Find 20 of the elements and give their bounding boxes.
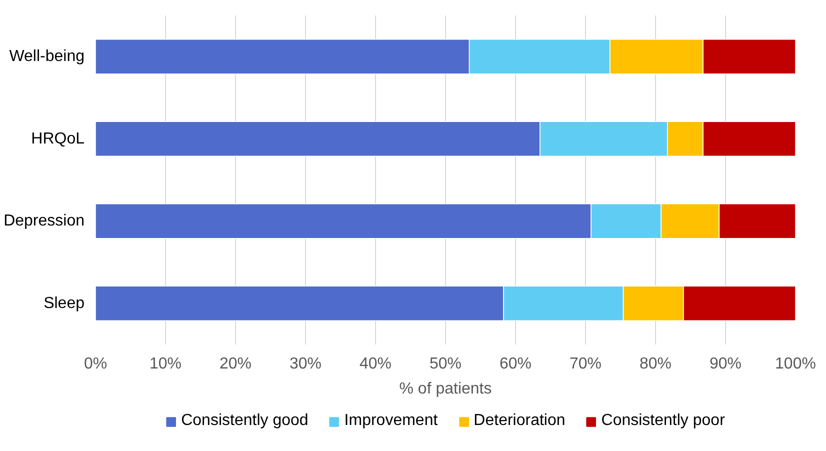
x-axis-title: % of patients — [399, 380, 492, 398]
legend-label: Deterioration — [474, 412, 566, 430]
x-tick-label: 60% — [499, 356, 532, 372]
x-tick-label: 50% — [429, 356, 462, 372]
x-tick-label: 100% — [775, 356, 816, 372]
x-tick-label: 40% — [359, 356, 392, 372]
x-tick-label: 30% — [289, 356, 322, 372]
x-tick-label: 10% — [149, 356, 182, 372]
y-tick-label: Sleep — [44, 294, 85, 312]
x-tick-label: 0% — [84, 356, 108, 372]
x-tick-label: 20% — [219, 356, 252, 372]
x-tick-label: 90% — [709, 356, 742, 372]
y-tick-label: Well-being — [9, 48, 84, 66]
legend-label: Improvement — [344, 412, 438, 430]
legend-label: Consistently good — [181, 412, 308, 430]
x-tick-label: 80% — [639, 356, 672, 372]
y-tick-label: HRQoL — [31, 130, 85, 148]
y-tick-label: Depression — [4, 212, 85, 230]
legend-label: Consistently poor — [601, 412, 725, 430]
x-tick-label: 70% — [569, 356, 602, 372]
